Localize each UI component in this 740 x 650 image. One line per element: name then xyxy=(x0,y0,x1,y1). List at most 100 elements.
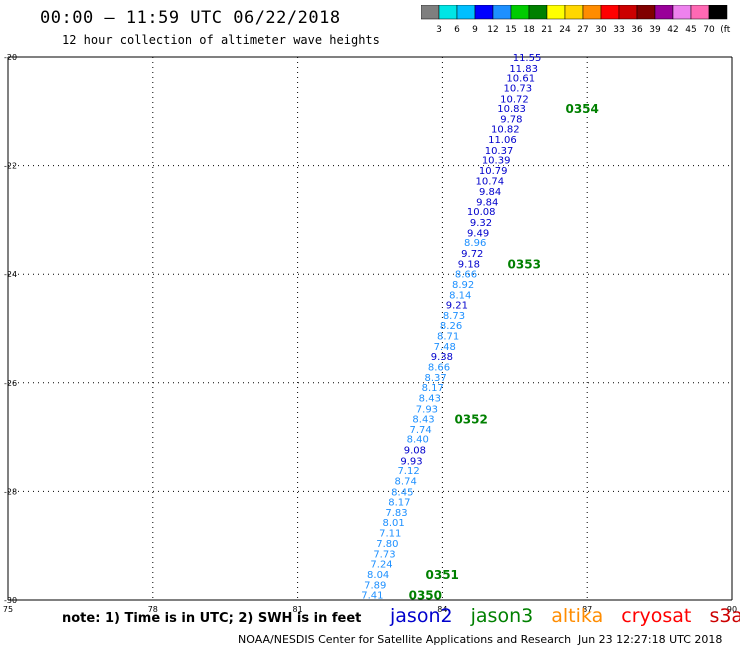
colorbar-label: 39 xyxy=(649,25,661,35)
colorbar-label: 18 xyxy=(523,25,535,35)
wave-height-label: 7.12 xyxy=(397,466,419,477)
wave-height-label: 11.83 xyxy=(509,64,538,75)
y-tick-label: -22 xyxy=(4,162,17,171)
wave-height-label: 8.37 xyxy=(424,373,446,384)
wave-height-label: 8.43 xyxy=(419,393,441,404)
wave-height-label: 8.14 xyxy=(449,290,471,301)
wave-height-label: 9.32 xyxy=(470,218,492,229)
wave-height-label: 8.74 xyxy=(395,477,417,488)
time-annotation: 0350 xyxy=(409,589,442,603)
wave-height-label: 8.66 xyxy=(455,270,477,281)
wave-height-label: 10.83 xyxy=(497,104,526,115)
wave-height-label: 10.73 xyxy=(504,83,533,94)
colorbar-label: 30 xyxy=(595,25,607,35)
y-tick-label: -28 xyxy=(4,487,17,496)
wave-height-label: 8.40 xyxy=(407,435,429,446)
colorbar-label: 12 xyxy=(487,25,498,35)
y-tick-label: -26 xyxy=(4,379,17,388)
wave-height-label: 7.74 xyxy=(410,425,432,436)
satellite-legend: jason2 jason3 altika cryosat s3a xyxy=(390,605,740,627)
wave-height-label: 7.73 xyxy=(373,549,395,560)
credit-timestamp: Jun 23 12:27:18 UTC 2018 xyxy=(578,633,723,646)
legend-jason2: jason2 xyxy=(390,605,453,627)
colorbar-label: 33 xyxy=(613,25,624,35)
legend-s3a: s3a xyxy=(709,605,740,627)
credit-line: NOAA/NESDIS Center for Satellite Applica… xyxy=(238,633,572,646)
wave-height-label: 8.96 xyxy=(464,238,486,249)
x-tick-label: 84 xyxy=(437,605,447,614)
wave-height-label: 10.72 xyxy=(500,94,529,105)
wave-height-label: 10.61 xyxy=(506,74,535,85)
chart-subtitle: 12 hour collection of altimeter wave hei… xyxy=(62,33,380,47)
colorbar-label: 45 xyxy=(685,25,696,35)
wave-height-label: 10.82 xyxy=(491,125,520,136)
wave-height-label: 9.78 xyxy=(500,114,522,125)
wave-height-label: 7.41 xyxy=(361,591,383,602)
time-annotation: 0351 xyxy=(426,568,459,582)
y-tick-label: -24 xyxy=(4,270,17,279)
legend-altika: altika xyxy=(551,605,604,627)
colorbar-label: 70 xyxy=(703,25,715,35)
x-tick-label: 81 xyxy=(293,605,303,614)
y-tick-label: -20 xyxy=(4,53,17,62)
wave-height-label: 7.89 xyxy=(364,580,386,591)
wave-height-label: 7.24 xyxy=(370,560,392,571)
wave-height-label: 11.55 xyxy=(513,53,542,64)
x-tick-label: 90 xyxy=(727,605,737,614)
wave-height-label: 10.39 xyxy=(482,156,511,167)
x-tick-label: 75 xyxy=(3,605,13,614)
units-note: note: 1) Time is in UTC; 2) SWH is in fe… xyxy=(62,611,362,626)
wave-height-label: 9.49 xyxy=(467,228,489,239)
colorbar-label: 15 xyxy=(505,25,516,35)
time-annotation: 0354 xyxy=(565,102,598,116)
wave-height-label: 7.48 xyxy=(434,342,456,353)
wave-height-label: 8.17 xyxy=(388,498,410,509)
wave-height-label: 8.43 xyxy=(412,415,434,426)
y-tick-label: -30 xyxy=(4,596,17,605)
legend-jason3: jason3 xyxy=(470,605,534,627)
wave-height-label: 8.71 xyxy=(437,332,459,343)
wave-height-label: 9.84 xyxy=(479,187,501,198)
chart-title: 00:00 – 11:59 UTC 06/22/2018 xyxy=(40,8,341,28)
wave-height-label: 9.72 xyxy=(461,249,483,260)
colorbar-label: (ft) xyxy=(720,25,731,35)
wave-height-label: 9.38 xyxy=(431,352,453,363)
colorbar-label: 27 xyxy=(577,25,588,35)
wave-height-label: 9.93 xyxy=(400,456,422,467)
wave-height-label: 8.04 xyxy=(367,570,389,581)
colorbar-label: 6 xyxy=(454,25,460,35)
wave-height-label: 8.26 xyxy=(440,321,462,332)
colorbar-label: 24 xyxy=(559,25,571,35)
time-annotation: 0352 xyxy=(454,413,487,427)
wave-height-label: 8.66 xyxy=(428,363,450,374)
wave-height-label: 7.93 xyxy=(416,404,438,415)
wave-height-label: 8.45 xyxy=(391,487,413,498)
wave-height-label: 10.08 xyxy=(467,207,496,218)
wave-height-label: 9.08 xyxy=(404,446,426,457)
wave-height-label: 8.92 xyxy=(452,280,474,291)
wave-height-label: 8.01 xyxy=(382,518,404,529)
colorbar-label: 42 xyxy=(667,25,678,35)
wave-height-label: 8.17 xyxy=(422,383,444,394)
wave-height-label: 9.84 xyxy=(476,197,498,208)
wave-height-label: 9.21 xyxy=(446,301,468,312)
colorbar-label: 3 xyxy=(436,25,442,35)
wave-height-label: 7.83 xyxy=(385,508,407,519)
time-annotation: 0353 xyxy=(508,257,541,271)
wave-height-label: 10.79 xyxy=(479,166,508,177)
wave-height-label: 10.74 xyxy=(476,176,505,187)
wave-height-label: 8.73 xyxy=(443,311,465,322)
colorbar-label: 36 xyxy=(631,25,643,35)
wave-height-label: 7.11 xyxy=(379,529,401,540)
colorbar-label: 9 xyxy=(472,25,478,35)
wave-height-label: 9.18 xyxy=(458,259,480,270)
wave-height-label: 10.37 xyxy=(485,146,514,157)
x-tick-label: 78 xyxy=(148,605,158,614)
wave-height-label: 11.06 xyxy=(488,135,517,146)
colorbar-label: 21 xyxy=(541,25,552,35)
wave-height-label: 7.80 xyxy=(376,539,398,550)
legend-cryosat: cryosat xyxy=(621,605,692,627)
colorbar-swatch xyxy=(708,5,728,20)
